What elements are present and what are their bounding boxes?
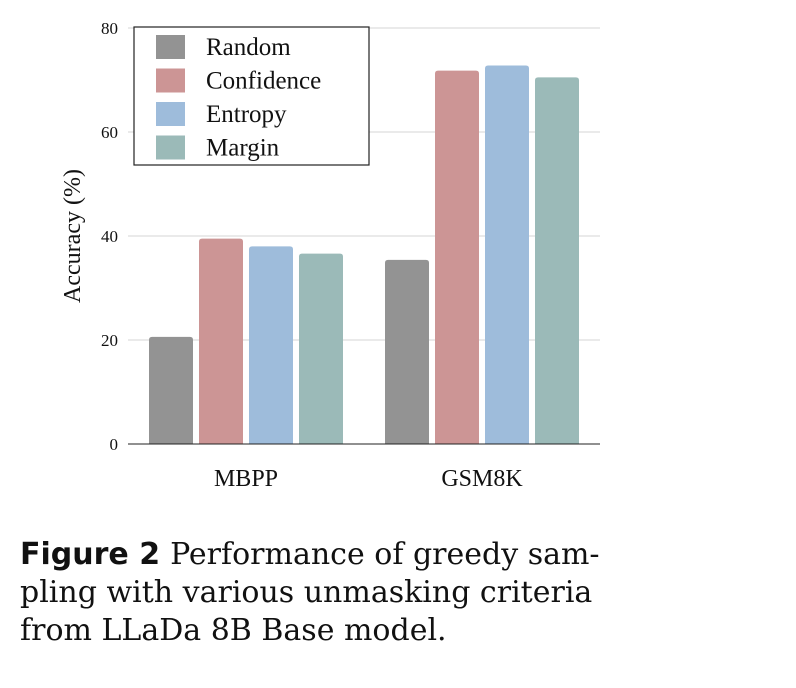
caption-text-1: Performance of greedy sam- xyxy=(170,537,600,572)
y-axis-title: Accuracy (%) xyxy=(60,169,86,303)
bar-confidence-mbpp xyxy=(199,238,243,444)
legend-label-entropy: Entropy xyxy=(206,101,287,128)
y-tick-label: 40 xyxy=(101,227,118,246)
legend-label-margin: Margin xyxy=(206,135,280,162)
x-category-label: MBPP xyxy=(214,466,278,492)
x-category-label: GSM8K xyxy=(441,466,523,492)
bar-confidence-gsm8k xyxy=(435,70,479,444)
legend-label-random: Random xyxy=(206,34,291,61)
caption-line-3: from LLaDa 8B Base model. xyxy=(20,613,447,648)
y-axis-ticks: 0 20 40 60 80 xyxy=(101,19,118,454)
y-tick-label: 80 xyxy=(101,19,118,38)
legend-swatch-entropy xyxy=(156,102,185,126)
bar-entropy-mbpp xyxy=(249,246,293,444)
caption-line-2: pling with various unmasking criteria xyxy=(20,575,593,610)
bar-entropy-gsm8k xyxy=(485,65,529,444)
legend-swatch-margin xyxy=(156,135,185,160)
figure-caption: Figure 2 Performance of greedy sam- pling… xyxy=(20,536,700,650)
bar-random-gsm8k xyxy=(385,259,429,444)
figure-label: Figure 2 xyxy=(20,537,161,572)
legend-label-confidence: Confidence xyxy=(206,68,321,95)
category-labels: MBPP GSM8K xyxy=(214,466,523,492)
y-tick-label: 60 xyxy=(101,123,118,142)
legend-swatch-random xyxy=(156,35,185,59)
caption-line-1: Figure 2 Performance of greedy sam- xyxy=(20,536,700,574)
bar-chart: 0 20 40 60 80 MBPP GSM8K Accuracy (%) Random C… xyxy=(60,19,600,492)
legend-swatch-confidence xyxy=(156,68,185,93)
y-tick-label: 20 xyxy=(101,331,118,350)
bar-random-mbpp xyxy=(149,336,193,444)
bar-margin-mbpp xyxy=(299,253,343,444)
y-tick-label: 0 xyxy=(110,435,119,454)
bars xyxy=(149,65,579,445)
bar-margin-gsm8k xyxy=(535,77,579,445)
legend: Random Confidence Entropy Margin xyxy=(133,26,370,166)
